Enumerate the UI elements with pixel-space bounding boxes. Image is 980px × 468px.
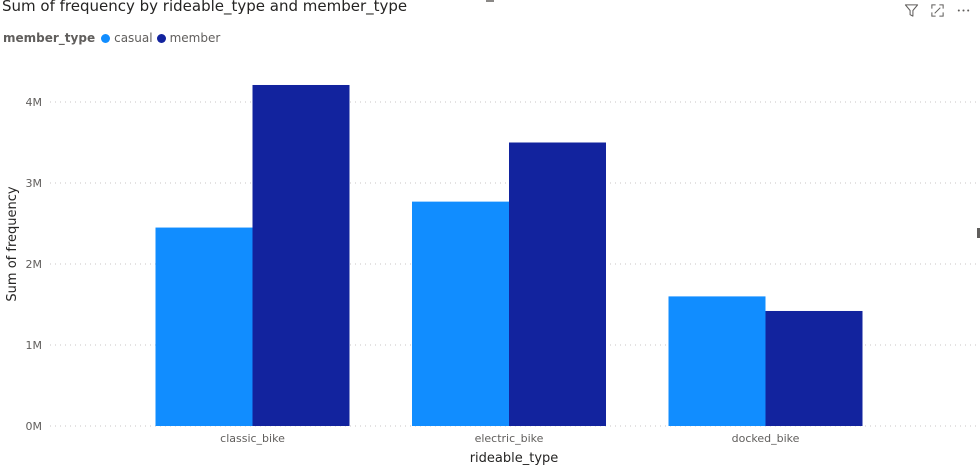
y-tick-label: 3M	[26, 177, 43, 190]
bar-member-electric_bike	[509, 142, 606, 426]
x-tick-label: docked_bike	[732, 432, 800, 445]
y-tick-label: 0M	[26, 420, 43, 433]
legend-label-member: member	[169, 31, 221, 45]
legend-item-casual[interactable]: casual	[101, 31, 153, 45]
x-tick-label: classic_bike	[220, 432, 285, 445]
legend-title: member_type	[3, 31, 96, 45]
filter-icon[interactable]	[903, 2, 920, 19]
chart-title: Sum of frequency by rideable_type and me…	[2, 0, 408, 15]
legend: member_type casual member	[3, 31, 224, 45]
x-tick-label: electric_bike	[475, 432, 544, 445]
legend-dot-member	[156, 33, 166, 43]
bar-member-classic_bike	[252, 84, 350, 427]
y-tick-label: 2M	[26, 258, 43, 271]
drag-grip[interactable]	[486, 0, 494, 2]
more-options-icon[interactable]	[955, 2, 972, 19]
bar-casual-classic_bike	[155, 227, 253, 426]
legend-label-casual: casual	[114, 31, 153, 45]
y-axis-title: Sum of frequency	[5, 186, 20, 301]
bar-casual-electric_bike	[412, 201, 509, 426]
bar-casual-docked_bike	[668, 296, 766, 426]
legend-item-member[interactable]: member	[156, 31, 221, 45]
x-axis-title: rideable_type	[470, 451, 559, 466]
visual-header-icons	[903, 2, 972, 19]
focus-mode-icon[interactable]	[929, 2, 946, 19]
bar-member-docked_bike	[765, 310, 863, 426]
legend-dot-casual	[101, 33, 111, 43]
y-tick-label: 4M	[26, 96, 43, 109]
resize-handle[interactable]	[977, 228, 980, 238]
y-tick-label: 1M	[26, 339, 43, 352]
